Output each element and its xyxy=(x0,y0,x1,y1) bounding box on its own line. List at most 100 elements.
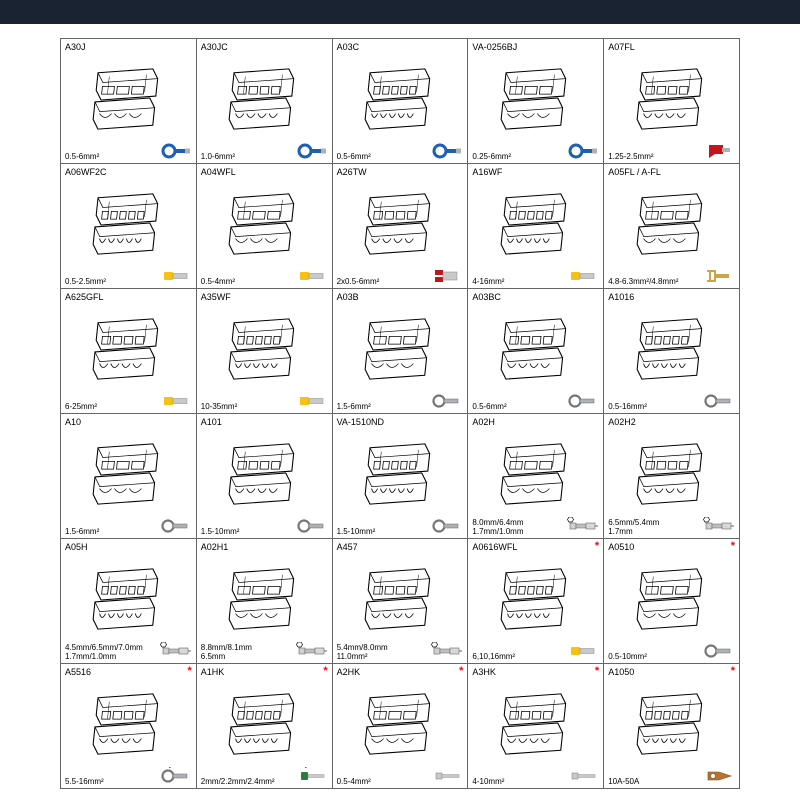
product-cell: A0616WFL * 6,10,16mm² xyxy=(468,539,604,664)
cell-header: A625GFL xyxy=(65,292,192,304)
die-illustration xyxy=(65,54,192,143)
cell-footer: 2mm/2.2mm/2.4mm² xyxy=(201,768,328,786)
cell-footer: 1.25-2.5mm² xyxy=(608,143,735,161)
product-code: A16WF xyxy=(472,167,502,179)
terminal-icon xyxy=(294,516,328,536)
cell-header: A10 xyxy=(65,417,192,429)
cell-footer: 1.5-6mm² xyxy=(337,393,464,411)
die-illustration xyxy=(65,179,192,268)
product-cell: A07FL 1.25-2.5mm² xyxy=(604,39,740,164)
product-cell: A03B 1.5-6mm² xyxy=(333,289,469,414)
terminal-icon xyxy=(158,766,192,786)
product-cell: A05H 4.5mm/6.5mm/7.0mm 1.7mm/1.0mm xyxy=(61,539,197,664)
cell-header: A02H2 xyxy=(608,417,735,429)
product-code: VA-1510ND xyxy=(337,417,384,429)
cell-header: A05H xyxy=(65,542,192,554)
terminal-icon xyxy=(158,141,192,161)
cell-header: A04WFL xyxy=(201,167,328,179)
cell-footer: 6-25mm² xyxy=(65,393,192,411)
die-illustration xyxy=(337,179,464,268)
terminal-icon xyxy=(294,641,328,661)
cell-footer: 1.5-10mm² xyxy=(337,518,464,536)
product-spec: 1.5-6mm² xyxy=(337,402,371,411)
product-spec: 1.5-10mm² xyxy=(201,527,240,536)
cell-header: A30J xyxy=(65,42,192,54)
product-code: A02H xyxy=(472,417,495,429)
cell-header: A26TW xyxy=(337,167,464,179)
terminal-icon xyxy=(294,391,328,411)
die-illustration xyxy=(201,429,328,518)
product-code: A02H1 xyxy=(201,542,229,554)
product-code: A1HK xyxy=(201,667,225,679)
terminal-icon xyxy=(158,391,192,411)
product-cell: VA-0256BJ 0.25-6mm² xyxy=(468,39,604,164)
cell-header: A1016 xyxy=(608,292,735,304)
cell-footer: 1.0-6mm² xyxy=(201,143,328,161)
product-cell: A30JC 1.0-6mm² xyxy=(197,39,333,164)
cell-footer: 0.25-6mm² xyxy=(472,143,599,161)
product-code: A30JC xyxy=(201,42,228,54)
product-code: A457 xyxy=(337,542,358,554)
cell-header: A03BC xyxy=(472,292,599,304)
cell-header: A03B xyxy=(337,292,464,304)
product-code: A04WFL xyxy=(201,167,236,179)
product-spec: 0.5-10mm² xyxy=(608,652,647,661)
die-illustration xyxy=(201,554,328,643)
cell-header: VA-0256BJ xyxy=(472,42,599,54)
product-cell: A5516 * 5.5-16mm² xyxy=(61,664,197,789)
cell-footer: 8.0mm/6.4mm 1.7mm/1.0mm xyxy=(472,518,599,536)
terminal-icon xyxy=(429,141,463,161)
terminal-icon xyxy=(701,516,735,536)
die-illustration xyxy=(337,679,464,768)
cell-footer: 5.4mm/8.0mm 11.0mm² xyxy=(337,643,464,661)
cell-header: A0616WFL * xyxy=(472,542,599,554)
cell-footer: 4-10mm² xyxy=(472,768,599,786)
cell-header: A101 xyxy=(201,417,328,429)
terminal-icon xyxy=(294,141,328,161)
product-code: A26TW xyxy=(337,167,367,179)
terminal-icon xyxy=(565,266,599,286)
die-illustration xyxy=(65,679,192,768)
star-icon: * xyxy=(459,667,463,679)
product-code: A05FL / A-FL xyxy=(608,167,661,179)
star-icon: * xyxy=(188,667,192,679)
product-code: A101 xyxy=(201,417,222,429)
product-cell: A457 5.4mm/8.0mm 11.0mm² xyxy=(333,539,469,664)
cell-header: A1050 * xyxy=(608,667,735,679)
product-code: A0616WFL xyxy=(472,542,517,554)
cell-header: A5516 * xyxy=(65,667,192,679)
product-spec: 0.25-6mm² xyxy=(472,152,511,161)
product-spec: 8.8mm/8.1mm 6.5mm xyxy=(201,643,252,661)
die-illustration xyxy=(337,304,464,393)
die-illustration xyxy=(472,54,599,143)
cell-footer: 0.5-6mm² xyxy=(65,143,192,161)
cell-header: A1HK * xyxy=(201,667,328,679)
product-spec: 0.5-16mm² xyxy=(608,402,647,411)
product-spec: 6-25mm² xyxy=(65,402,97,411)
product-spec: 5.4mm/8.0mm 11.0mm² xyxy=(337,643,388,661)
cell-footer: 4.8-6.3mm²/4.8mm² xyxy=(608,268,735,286)
terminal-icon xyxy=(565,641,599,661)
cell-footer: 0.5-2.5mm² xyxy=(65,268,192,286)
cell-footer: 1.5-10mm² xyxy=(201,518,328,536)
product-code: A30J xyxy=(65,42,86,54)
terminal-icon xyxy=(701,141,735,161)
product-cell: A3HK * 4-10mm² xyxy=(468,664,604,789)
product-cell: A0510 * 0.5-10mm² xyxy=(604,539,740,664)
cell-header: A0510 * xyxy=(608,542,735,554)
cell-footer: 0.5-4mm² xyxy=(337,768,464,786)
terminal-icon xyxy=(429,266,463,286)
product-spec: 1.0-6mm² xyxy=(201,152,235,161)
product-spec: 5.5-16mm² xyxy=(65,777,104,786)
die-illustration xyxy=(201,679,328,768)
terminal-icon xyxy=(429,516,463,536)
cell-footer: 0.5-16mm² xyxy=(608,393,735,411)
product-cell: A16WF 4-16mm² xyxy=(468,164,604,289)
product-cell: A04WFL 0.5-4mm² xyxy=(197,164,333,289)
terminal-icon xyxy=(158,641,192,661)
product-spec: 0.5-4mm² xyxy=(201,277,235,286)
product-spec: 6.5mm/5.4mm 1.7mm xyxy=(608,518,659,536)
product-cell: A05FL / A-FL 4.8-6.3mm²/4.8mm² xyxy=(604,164,740,289)
product-cell: A35WF 10-35mm² xyxy=(197,289,333,414)
product-code: A5516 xyxy=(65,667,91,679)
